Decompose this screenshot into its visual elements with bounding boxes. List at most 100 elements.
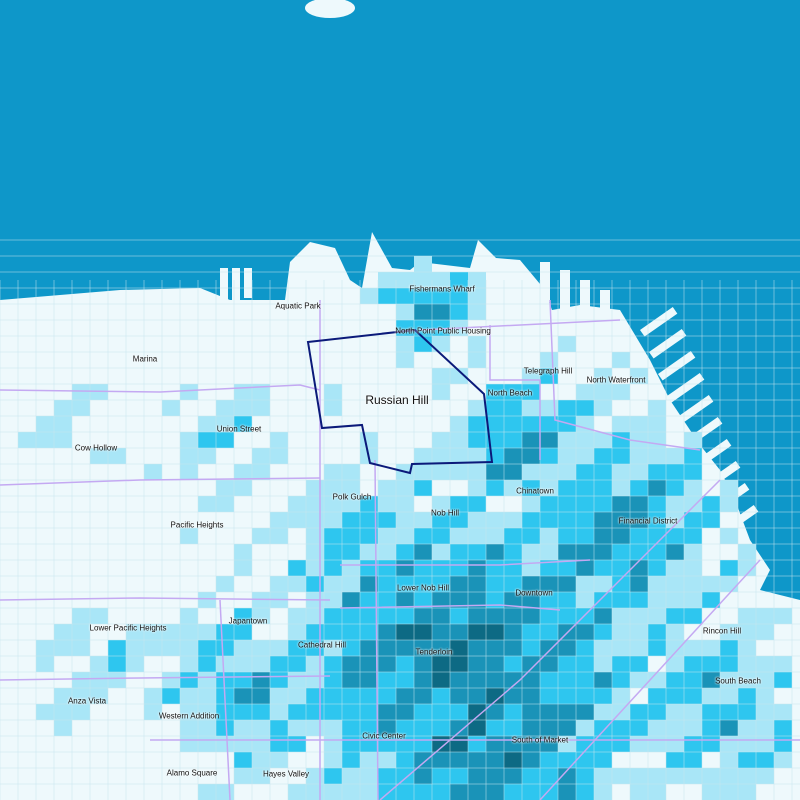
density-blocks [18, 256, 792, 800]
density-block [738, 736, 756, 752]
density-block [216, 480, 234, 496]
density-block [630, 656, 648, 672]
density-block [414, 512, 432, 528]
density-block [684, 480, 702, 496]
density-block [576, 704, 594, 720]
density-block [558, 576, 576, 592]
density-block [432, 432, 450, 448]
density-block [450, 592, 468, 608]
density-block [378, 544, 396, 560]
label-anza-vista: Anza Vista [67, 696, 107, 706]
density-block [468, 448, 486, 464]
density-block [252, 704, 270, 720]
density-block [360, 288, 378, 304]
boundary-line [339, 604, 561, 611]
density-block [612, 496, 630, 512]
density-block [108, 640, 126, 656]
density-block [324, 480, 342, 496]
density-block [594, 400, 612, 416]
density-block [720, 720, 738, 736]
density-block [666, 496, 684, 512]
density-block [198, 720, 216, 736]
density-block [558, 464, 576, 480]
density-block [540, 720, 558, 736]
density-block [288, 624, 306, 640]
density-block [450, 272, 468, 288]
label-financial-district: Financial District [618, 516, 678, 526]
density-block [594, 432, 612, 448]
density-block [486, 672, 504, 688]
density-block [630, 368, 648, 384]
density-block [144, 688, 162, 704]
density-block [234, 752, 252, 768]
density-block [576, 576, 594, 592]
density-block [450, 640, 468, 656]
density-block [432, 752, 450, 768]
density-block [126, 640, 144, 656]
density-block [522, 608, 540, 624]
density-block [180, 384, 198, 400]
density-block [342, 608, 360, 624]
density-block [720, 624, 738, 640]
density-block [540, 496, 558, 512]
density-block [720, 496, 738, 512]
density-block [720, 656, 738, 672]
density-block [414, 784, 432, 800]
density-block [234, 608, 252, 624]
density-block [396, 288, 414, 304]
density-block [594, 720, 612, 736]
density-block [378, 624, 396, 640]
density-block [324, 544, 342, 560]
density-block [468, 544, 486, 560]
density-block [702, 736, 720, 752]
density-block [396, 544, 414, 560]
density-block [306, 480, 324, 496]
density-block [684, 592, 702, 608]
label-russian-hill[interactable]: Russian Hill [365, 393, 429, 407]
density-block [684, 496, 702, 512]
density-block [666, 576, 684, 592]
density-block [612, 640, 630, 656]
density-block [198, 784, 216, 800]
density-block [522, 704, 540, 720]
density-block [756, 672, 774, 688]
density-block [378, 672, 396, 688]
density-block [666, 640, 684, 656]
density-block [558, 544, 576, 560]
density-block [594, 496, 612, 512]
density-block [306, 656, 324, 672]
density-block [522, 528, 540, 544]
density-block [738, 624, 756, 640]
density-block [468, 288, 486, 304]
density-block [396, 672, 414, 688]
density-block [720, 640, 738, 656]
density-block [54, 432, 72, 448]
density-block [468, 752, 486, 768]
density-block [738, 752, 756, 768]
density-block [774, 752, 792, 768]
density-block [684, 528, 702, 544]
density-block [450, 688, 468, 704]
density-block [522, 752, 540, 768]
density-block [504, 752, 522, 768]
density-block [378, 592, 396, 608]
density-block [432, 464, 450, 480]
density-block [576, 528, 594, 544]
density-block [324, 640, 342, 656]
density-block [504, 384, 522, 400]
density-block [72, 608, 90, 624]
density-block [738, 544, 756, 560]
density-block [126, 656, 144, 672]
pier [721, 505, 759, 535]
density-block [342, 560, 360, 576]
density-block [432, 688, 450, 704]
density-block [648, 608, 666, 624]
density-block [612, 448, 630, 464]
density-block [198, 672, 216, 688]
density-block [630, 544, 648, 560]
density-block [450, 416, 468, 432]
density-block [198, 656, 216, 672]
density-block [144, 640, 162, 656]
russian-hill-outline[interactable] [306, 328, 494, 475]
